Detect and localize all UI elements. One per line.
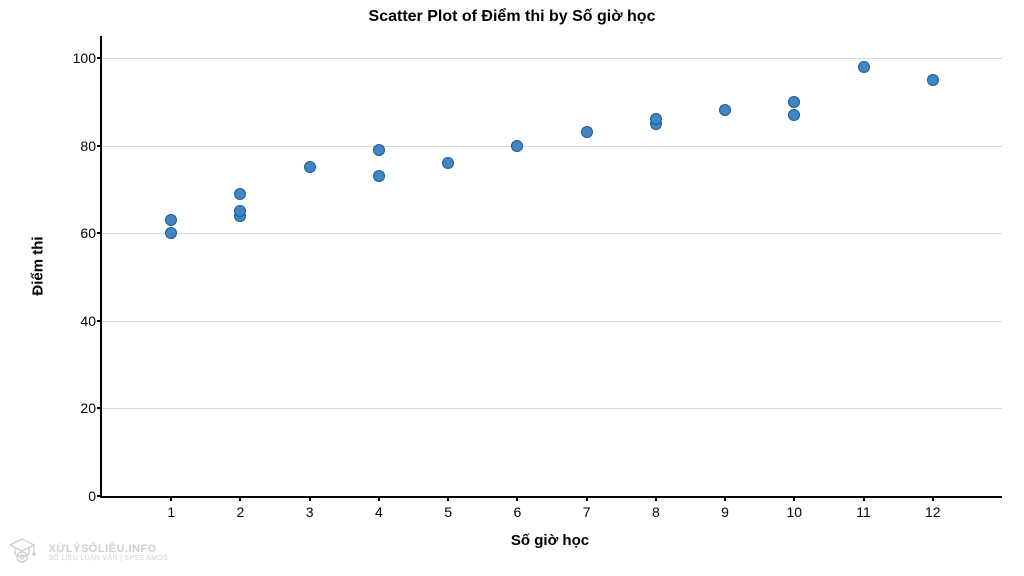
data-point bbox=[165, 227, 177, 239]
x-tick-label: 3 bbox=[306, 504, 314, 520]
data-point bbox=[788, 96, 800, 108]
watermark-main: XỬLÝSỐLIỆU.INFO bbox=[48, 543, 168, 555]
y-gridline bbox=[102, 321, 1002, 322]
data-point bbox=[858, 61, 870, 73]
y-gridline bbox=[102, 58, 1002, 59]
y-tick-mark bbox=[97, 495, 102, 497]
scatter-plot-area: 020406080100123456789101112 bbox=[100, 36, 1002, 498]
x-tick-label: 12 bbox=[925, 504, 941, 520]
data-point bbox=[788, 109, 800, 121]
x-tick-mark bbox=[447, 496, 449, 501]
x-tick-mark bbox=[378, 496, 380, 501]
x-tick-mark bbox=[932, 496, 934, 501]
y-axis-label: Điểm thi bbox=[30, 236, 47, 295]
y-tick-mark bbox=[97, 407, 102, 409]
data-point bbox=[719, 104, 731, 116]
x-tick-label: 1 bbox=[167, 504, 175, 520]
data-point bbox=[304, 161, 316, 173]
watermark-icon bbox=[4, 535, 40, 570]
y-tick-label: 80 bbox=[80, 138, 96, 154]
data-point bbox=[442, 157, 454, 169]
x-tick-label: 10 bbox=[787, 504, 803, 520]
x-axis-label: Số giờ học bbox=[511, 532, 589, 549]
x-tick-label: 7 bbox=[583, 504, 591, 520]
data-point bbox=[373, 144, 385, 156]
x-tick-mark bbox=[170, 496, 172, 501]
y-tick-label: 100 bbox=[73, 50, 96, 66]
data-point bbox=[234, 205, 246, 217]
y-gridline bbox=[102, 233, 1002, 234]
y-tick-label: 0 bbox=[88, 488, 96, 504]
x-tick-mark bbox=[239, 496, 241, 501]
chart-title: Scatter Plot of Điểm thi by Số giờ học bbox=[0, 8, 1024, 26]
y-tick-mark bbox=[97, 145, 102, 147]
x-tick-mark bbox=[863, 496, 865, 501]
y-tick-label: 20 bbox=[80, 400, 96, 416]
data-point bbox=[165, 214, 177, 226]
data-point bbox=[234, 188, 246, 200]
y-tick-mark bbox=[97, 232, 102, 234]
x-tick-mark bbox=[793, 496, 795, 501]
x-tick-label: 5 bbox=[444, 504, 452, 520]
watermark-sub: SỐ LIỆU LUẬN VĂN | SPSS AMOS bbox=[48, 555, 168, 563]
y-tick-label: 60 bbox=[80, 225, 96, 241]
y-gridline bbox=[102, 408, 1002, 409]
y-gridline bbox=[102, 146, 1002, 147]
watermark: XỬLÝSỐLIỆU.INFO SỐ LIỆU LUẬN VĂN | SPSS … bbox=[4, 535, 168, 570]
x-tick-label: 6 bbox=[513, 504, 521, 520]
x-tick-mark bbox=[655, 496, 657, 501]
y-tick-mark bbox=[97, 57, 102, 59]
x-tick-mark bbox=[516, 496, 518, 501]
x-tick-mark bbox=[586, 496, 588, 501]
x-tick-label: 2 bbox=[237, 504, 245, 520]
data-point bbox=[927, 74, 939, 86]
data-point bbox=[650, 113, 662, 125]
x-tick-mark bbox=[724, 496, 726, 501]
x-tick-label: 11 bbox=[856, 504, 871, 520]
data-point bbox=[373, 170, 385, 182]
x-tick-label: 8 bbox=[652, 504, 660, 520]
y-tick-mark bbox=[97, 320, 102, 322]
x-tick-label: 4 bbox=[375, 504, 383, 520]
y-tick-label: 40 bbox=[80, 313, 96, 329]
x-tick-label: 9 bbox=[721, 504, 729, 520]
x-tick-mark bbox=[309, 496, 311, 501]
data-point bbox=[581, 126, 593, 138]
data-point bbox=[511, 140, 523, 152]
